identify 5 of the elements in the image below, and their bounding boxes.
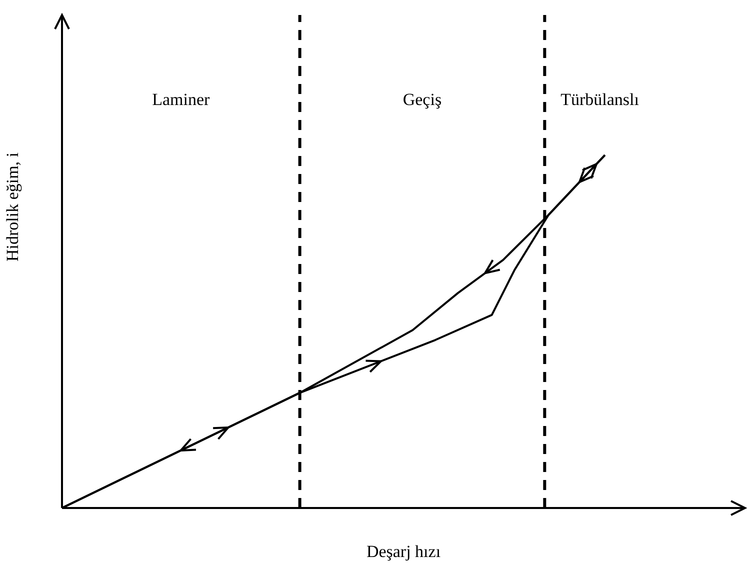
text: Geçiş: [402, 90, 442, 109]
text: Laminer: [152, 90, 210, 109]
text: Türbülanslı: [560, 90, 640, 109]
x-axis-title: Deşarj hızı: [366, 542, 441, 561]
y-axis-title: Hidrolik eğim, i: [3, 152, 22, 262]
